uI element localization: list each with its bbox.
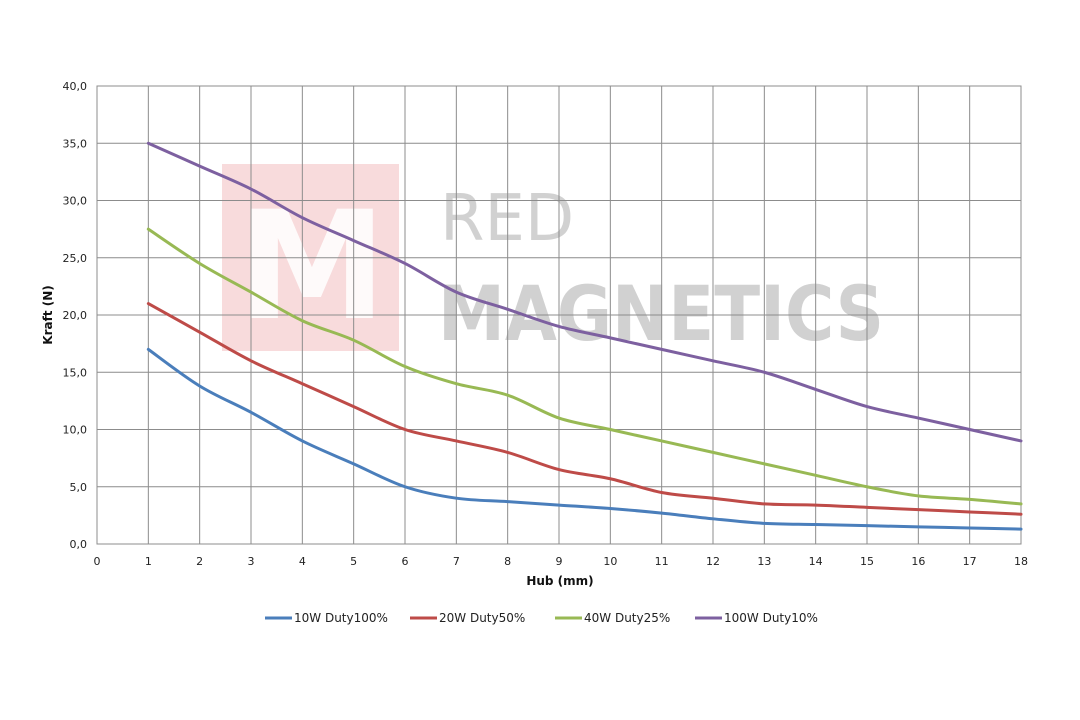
y-tick-label: 0,0	[70, 538, 88, 551]
x-tick-label: 18	[1014, 555, 1028, 568]
x-tick-label: 16	[911, 555, 925, 568]
watermark-logo: M RED MAGNETICS	[222, 164, 884, 358]
series-line-1	[146, 347, 1023, 531]
grid	[96, 85, 1022, 545]
y-tick-label: 35,0	[63, 137, 88, 150]
legend: 10W Duty100% 20W Duty50% 40W Duty25% 100W D…	[265, 611, 818, 625]
legend-label: 100W Duty10%	[724, 611, 818, 625]
x-tick-label: 10	[603, 555, 617, 568]
y-tick-label: 15,0	[63, 366, 88, 379]
x-tick-label: 15	[860, 555, 874, 568]
x-axis-title: Hub (mm)	[526, 574, 593, 588]
x-tick-label: 2	[196, 555, 203, 568]
x-tick-label: 4	[299, 555, 306, 568]
series-line-3	[146, 227, 1023, 506]
x-tick-label: 7	[453, 555, 460, 568]
legend-label: 40W Duty25%	[584, 611, 670, 625]
legend-label: 20W Duty50%	[439, 611, 525, 625]
x-tick-label: 1	[145, 555, 152, 568]
watermark-text-magnetics: MAGNETICS	[438, 269, 884, 358]
legend-label: 10W Duty100%	[294, 611, 388, 625]
y-tick-label: 10,0	[63, 424, 88, 437]
x-tick-label: 3	[248, 555, 255, 568]
series-line-2	[146, 302, 1023, 516]
x-tick-label: 14	[809, 555, 823, 568]
x-tick-label: 12	[706, 555, 720, 568]
y-tick-label: 40,0	[63, 80, 88, 93]
y-tick-label: 20,0	[63, 309, 88, 322]
watermark-text-red: RED	[440, 182, 574, 256]
series-layer	[146, 141, 1023, 531]
tick-labels: 0 1 2 3 4 5 6 7 8 9 10 11 12 13 14 15 16 17 180,05,010,015…	[63, 80, 1029, 568]
x-tick-label: 9	[556, 555, 563, 568]
x-tick-label: 8	[504, 555, 511, 568]
x-tick-label: 6	[402, 555, 409, 568]
y-axis-title: Kraft (N)	[41, 285, 55, 344]
x-tick-label: 0	[94, 555, 101, 568]
x-tick-label: 17	[963, 555, 977, 568]
y-tick-label: 5,0	[70, 481, 88, 494]
y-tick-label: 30,0	[63, 195, 88, 208]
x-tick-label: 13	[757, 555, 771, 568]
x-tick-label: 5	[350, 555, 357, 568]
series-line-4	[146, 141, 1023, 443]
watermark-logo-letter: M	[237, 180, 386, 354]
y-tick-label: 25,0	[63, 252, 88, 265]
x-tick-label: 11	[655, 555, 669, 568]
